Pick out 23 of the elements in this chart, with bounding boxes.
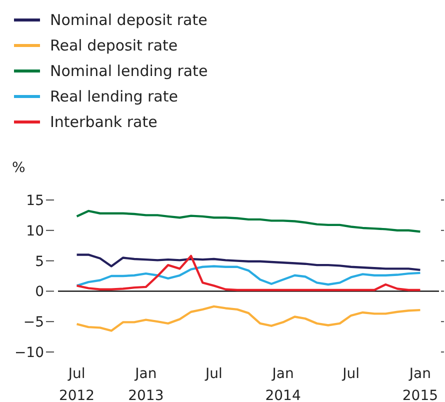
legend-label: Nominal lending rate (50, 62, 208, 80)
legend-label: Interbank rate (50, 113, 158, 131)
x-tick-label: Jul (342, 366, 360, 382)
y-tick-label: 10 (26, 223, 44, 240)
y-tick-label: 15 (26, 193, 44, 209)
x-tick-label: Jul (204, 366, 222, 382)
line-series (76, 265, 422, 287)
x-tick-label: Jan 2015 (402, 366, 438, 402)
x-tick-label: Jul 2012 (58, 366, 95, 402)
line-series (76, 305, 422, 332)
y-tick-label: 5 (35, 254, 44, 270)
x-tick-label: Jan 2014 (265, 366, 301, 402)
line-series (76, 254, 422, 272)
legend-label: Nominal deposit rate (50, 11, 208, 29)
y-tick-label: −5 (23, 314, 44, 331)
line-series (76, 210, 422, 233)
y-tick-label: −10 (14, 345, 44, 361)
legend-label: Real lending rate (50, 88, 178, 106)
x-tick-label: Jan 2013 (128, 366, 164, 402)
legend-label: Real deposit rate (50, 36, 178, 54)
line-series (76, 254, 422, 292)
y-axis-title: % (12, 160, 26, 176)
y-tick-label: 0 (35, 284, 44, 300)
